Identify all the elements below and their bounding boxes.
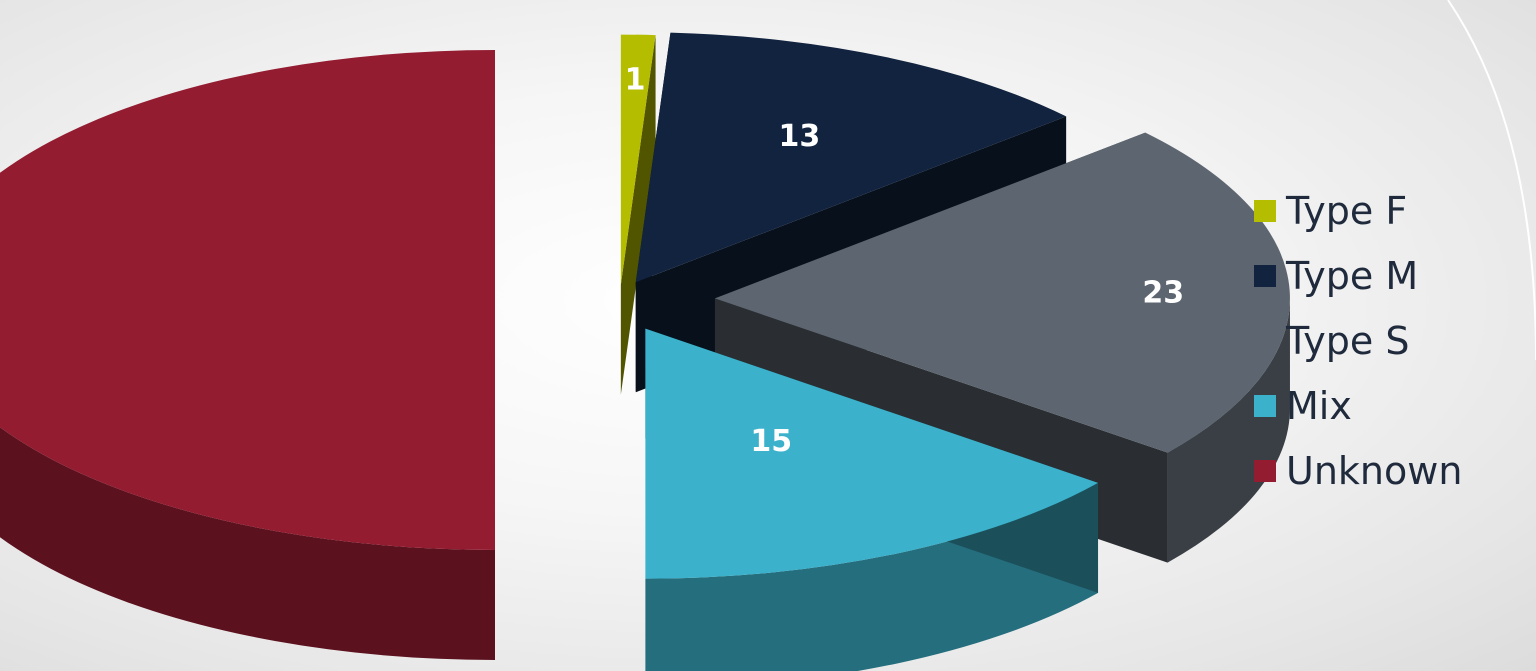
- decorative-arc: [1447, 0, 1536, 361]
- slice-top: [0, 50, 495, 550]
- slice-top: [635, 32, 1067, 283]
- pie-slice-type-f: [620, 34, 656, 395]
- legend-label: Type F: [1286, 188, 1408, 233]
- data-label-mix: 15: [750, 424, 792, 459]
- legend-item-type-m: Type M: [1254, 251, 1462, 300]
- data-label-type-m: 13: [779, 119, 821, 154]
- chart-legend: Type F Type M Type S Mix Unknown: [1254, 186, 1462, 511]
- legend-swatch: [1254, 459, 1276, 482]
- legend-swatch: [1254, 199, 1276, 222]
- data-label-type-f: 1: [625, 63, 646, 98]
- legend-swatch: [1254, 329, 1276, 352]
- slice-top: [714, 132, 1290, 453]
- legend-label: Unknown: [1286, 448, 1463, 493]
- slice-top: [645, 328, 1099, 579]
- slice-outer-wall: [645, 482, 1099, 671]
- slice-cut-face: [620, 35, 656, 395]
- slice-outer-wall: [0, 427, 495, 660]
- data-label-type-s: 23: [1142, 276, 1184, 311]
- data-labels: 113231552: [625, 63, 1184, 459]
- pie-slice-mix: [645, 328, 1099, 671]
- pie-slice-unknown: [0, 50, 495, 660]
- slice-outer-wall: [1167, 298, 1290, 563]
- legend-item-mix: Mix: [1254, 381, 1462, 430]
- legend-item-type-s: Type S: [1254, 316, 1462, 365]
- legend-label: Type M: [1286, 253, 1419, 298]
- pie-slices: [0, 32, 1290, 671]
- legend-swatch: [1254, 264, 1276, 287]
- legend-item-unknown: Unknown: [1254, 446, 1462, 495]
- legend-item-type-f: Type F: [1254, 186, 1462, 235]
- slice-top: [620, 34, 656, 285]
- legend-swatch: [1254, 394, 1276, 417]
- legend-label: Mix: [1286, 383, 1352, 428]
- legend-label: Type S: [1286, 318, 1410, 363]
